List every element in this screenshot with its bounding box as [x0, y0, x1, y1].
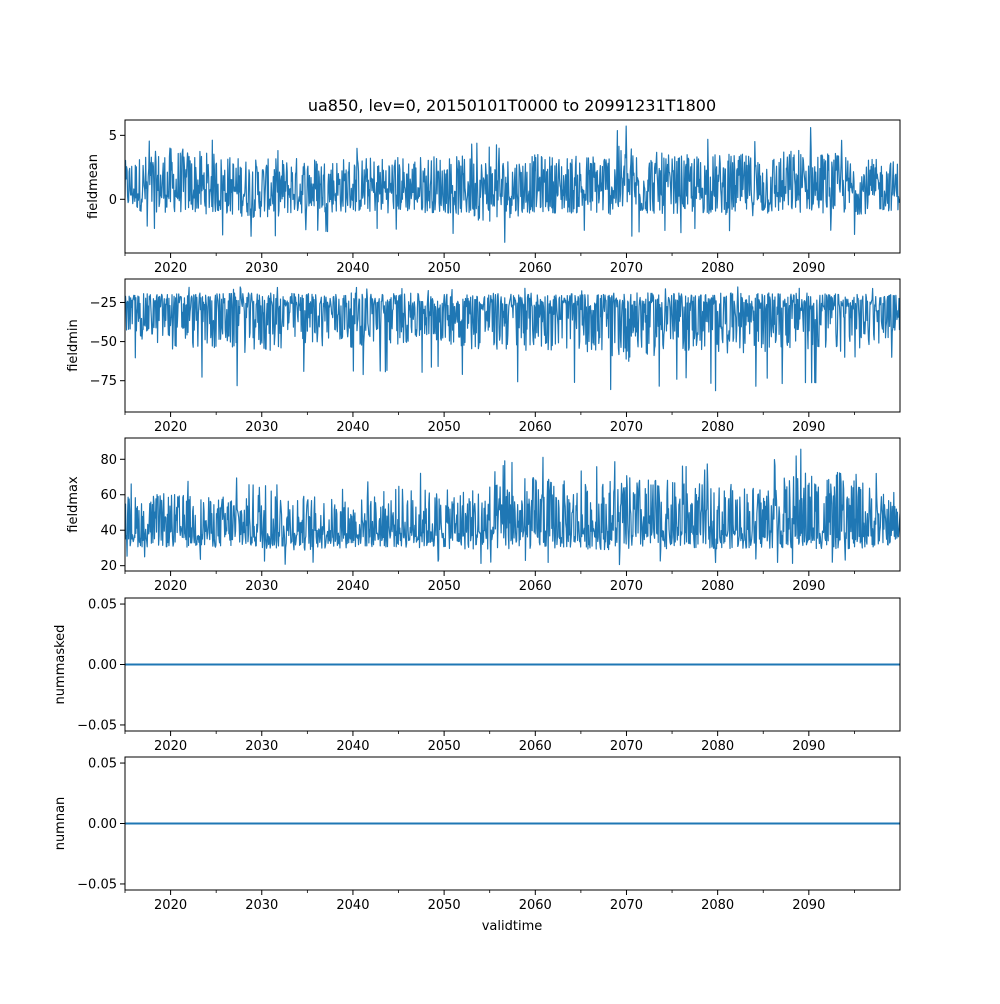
x-tick-label: 2060 — [519, 898, 552, 913]
y-axis-label: numnan — [53, 797, 68, 851]
chart-title: ua850, lev=0, 20150101T0000 to 20991231T… — [308, 96, 716, 115]
x-tick-label: 2090 — [792, 261, 825, 276]
x-tick-label: 2030 — [245, 579, 278, 594]
x-tick-label: 2070 — [610, 420, 643, 435]
x-tick-label: 2020 — [154, 579, 187, 594]
x-tick-label: 2020 — [154, 898, 187, 913]
y-tick-label: −0.05 — [77, 718, 117, 733]
x-tick-label: 2020 — [154, 739, 187, 754]
y-tick-label: 0.00 — [88, 817, 117, 832]
y-tick-label: 20 — [100, 559, 117, 574]
y-tick-label: −50 — [90, 335, 117, 350]
x-tick-label: 2080 — [701, 261, 734, 276]
x-tick-label: 2040 — [336, 579, 369, 594]
panels: 2020 2030 2040 2050 2060 2070 2080 209005fieldm… — [53, 119, 901, 913]
x-tick-label: 2080 — [701, 579, 734, 594]
x-tick-label: 2050 — [428, 579, 461, 594]
axes-frame — [124, 278, 901, 413]
x-tick-label: 2040 — [336, 420, 369, 435]
x-tick-label: 2030 — [245, 261, 278, 276]
x-tick-label: 2090 — [792, 579, 825, 594]
panel-fieldmax: 2020 2030 2040 2050 2060 2070 2080 209020406080… — [66, 437, 901, 594]
x-tick-label: 2090 — [792, 739, 825, 754]
series-line-fieldmax — [125, 448, 900, 566]
y-axis-label: fieldmin — [66, 319, 81, 372]
y-axis-label: fieldmean — [86, 154, 101, 219]
x-tick-label: 2080 — [701, 739, 734, 754]
x-tick-label: 2040 — [336, 739, 369, 754]
x-tick-label: 2090 — [792, 898, 825, 913]
x-tick-label: 2070 — [610, 579, 643, 594]
axes-frame — [124, 437, 901, 572]
y-tick-label: 40 — [100, 524, 117, 539]
y-tick-label: 0.05 — [88, 598, 117, 613]
axes-frame — [124, 119, 901, 254]
series-line-fieldmin — [125, 286, 900, 392]
y-tick-label: 60 — [100, 488, 117, 503]
y-tick-label: 0.05 — [88, 757, 117, 772]
panel-fieldmin: 2020 2030 2040 2050 2060 2070 2080 2090 −25 −50 −7… — [66, 278, 901, 435]
y-tick-label: 80 — [100, 453, 117, 468]
x-tick-label: 2040 — [336, 261, 369, 276]
x-tick-label: 2020 — [154, 261, 187, 276]
y-axis-label: nummasked — [53, 625, 68, 705]
y-axis-label: fieldmax — [66, 476, 81, 533]
panel-fieldmean: 2020 2030 2040 2050 2060 2070 2080 2090 0 5 fieldm… — [86, 119, 901, 276]
x-tick-label: 2080 — [701, 898, 734, 913]
series-line-fieldmean — [125, 125, 900, 243]
x-tick-label: 2020 — [154, 420, 187, 435]
x-tick-label: 2060 — [519, 579, 552, 594]
x-tick-label: 2060 — [519, 261, 552, 276]
x-tick-label: 2030 — [245, 898, 278, 913]
x-tick-label: 2050 — [428, 898, 461, 913]
y-tick-label: −25 — [90, 296, 117, 311]
y-tick-label: −75 — [90, 374, 117, 389]
x-tick-label: 2040 — [336, 898, 369, 913]
x-tick-label: 2090 — [792, 420, 825, 435]
y-tick-label: 0 — [109, 193, 117, 208]
x-tick-label: 2030 — [245, 420, 278, 435]
y-tick-label: −0.05 — [77, 877, 117, 892]
x-tick-label: 2050 — [428, 739, 461, 754]
x-tick-label: 2070 — [610, 739, 643, 754]
x-tick-label: 2060 — [519, 739, 552, 754]
x-tick-label: 2060 — [519, 420, 552, 435]
y-tick-label: 0.00 — [88, 658, 117, 673]
x-tick-label: 2050 — [428, 420, 461, 435]
panel-numnan: 2020 2030 2040 2050 2060 2070 2080 2090 0.05 0.00… — [53, 756, 901, 913]
x-tick-label: 2030 — [245, 739, 278, 754]
x-tick-label: 2070 — [610, 898, 643, 913]
x-tick-label: 2080 — [701, 420, 734, 435]
y-tick-label: 5 — [109, 129, 117, 144]
x-axis-label: validtime — [482, 919, 543, 934]
x-tick-label: 2050 — [428, 261, 461, 276]
x-tick-label: 2070 — [610, 261, 643, 276]
panel-nummasked: 2020 2030 2040 2050 2060 2070 2080 2090 0.05 0.00… — [53, 597, 901, 754]
